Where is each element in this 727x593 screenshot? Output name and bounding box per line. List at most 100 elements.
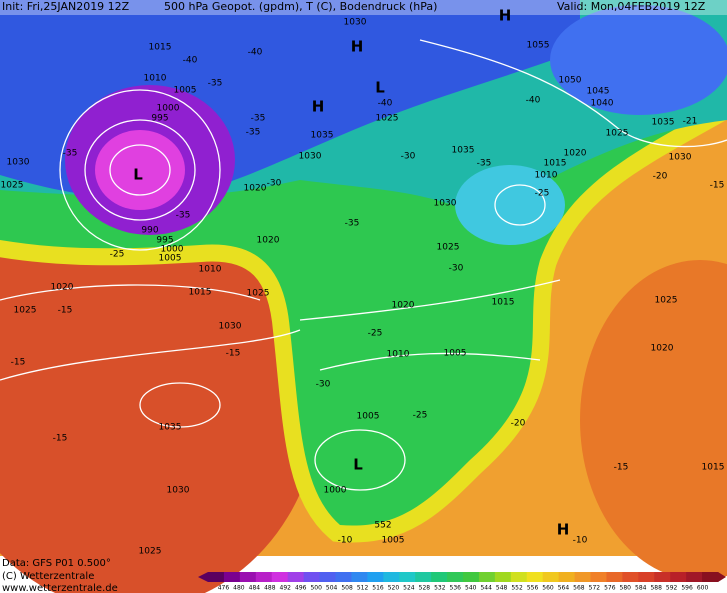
colorbar-swatch (351, 572, 368, 582)
isoline-label: 1015 (492, 298, 515, 308)
isoline-label: 1030 (7, 158, 30, 168)
isoline-label: -30 (316, 380, 331, 390)
colorbar-swatch (255, 572, 273, 582)
isoline-label: 1025 (606, 129, 629, 139)
isoline-label: -35 (208, 79, 223, 89)
isoline-label: -35 (477, 159, 492, 169)
isoline-label: 1010 (387, 350, 410, 360)
isoline-label: -40 (248, 48, 263, 58)
colorbar-swatch (319, 572, 336, 582)
pressure-center: L (375, 79, 385, 97)
colorbar-swatch (239, 572, 257, 582)
colorbar-label: 548 (496, 585, 508, 592)
isoline-label: 1055 (527, 41, 550, 51)
colorbar-label: 528 (419, 585, 431, 592)
isoline-label: 1025 (437, 243, 460, 253)
colorbar-swatch (686, 572, 703, 582)
isoline-label: -40 (378, 99, 393, 109)
colorbar-arrow-left (198, 572, 208, 582)
colorbar-swatch (431, 572, 448, 582)
isoline-label: 1010 (535, 171, 558, 181)
isoline-label: -35 (63, 149, 78, 159)
colorbar-label: 576 (604, 585, 616, 592)
colorbar-label: 536 (450, 585, 462, 592)
isoline-label: -40 (183, 56, 198, 66)
colorbar-swatch (367, 572, 384, 582)
isoline-label: 1005 (382, 536, 405, 546)
colorbar-swatch (415, 572, 432, 582)
isoline-label: 1025 (14, 306, 37, 316)
pressure-center: H (499, 7, 512, 25)
isoline-label: -40 (526, 96, 541, 106)
colorbar-label: 584 (635, 585, 647, 592)
isoline-label: 552 (374, 521, 391, 531)
isoline-label: 1000 (324, 486, 347, 496)
isoline-label: -10 (338, 536, 353, 546)
colorbar-swatch (463, 572, 480, 582)
colorbar-label: 524 (403, 585, 415, 592)
colorbar-swatch (670, 572, 687, 582)
pressure-center: L (353, 456, 363, 474)
isoline-label: -20 (511, 419, 526, 429)
isoline-label: 1005 (444, 349, 467, 359)
colorbar-label: 568 (573, 585, 585, 592)
isoline-label: 990 (141, 226, 158, 236)
colorbar-label: 532 (434, 585, 446, 592)
colorbar-label: 516 (372, 585, 384, 592)
isoline-label: 1015 (149, 43, 172, 53)
colorbar-swatch (542, 572, 560, 582)
isoline-label: 1025 (655, 296, 678, 306)
colorbar-swatch (606, 572, 623, 582)
isoline-label: 1030 (434, 199, 457, 209)
pressure-center: H (351, 38, 364, 56)
isoline-label: 995 (151, 114, 168, 124)
isoline-label: -20 (653, 172, 668, 182)
colorbar-label: 508 (341, 585, 353, 592)
colorbar-swatch (335, 572, 352, 582)
colorbar-label: 544 (480, 585, 492, 592)
colorbar-label: 488 (264, 585, 276, 592)
colorbar-swatch (654, 572, 671, 582)
colorbar-swatch (590, 572, 607, 582)
colorbar-label: 588 (650, 585, 662, 592)
isoline-label: 1020 (392, 301, 415, 311)
colorbar-label: 564 (558, 585, 570, 592)
colorbar-swatch (478, 572, 496, 582)
colorbar-label: 480 (233, 585, 245, 592)
isoline-label: 1025 (376, 114, 399, 124)
isoline-label: 1030 (344, 18, 367, 28)
colorbar-swatch (287, 572, 305, 582)
isoline-label: 1015 (702, 463, 725, 473)
isoline-label: -25 (413, 411, 428, 421)
isoline-label: 1025 (139, 547, 162, 557)
isoline-label: 1040 (591, 99, 614, 109)
colorbar-swatch (526, 572, 544, 582)
colorbar-label: 512 (357, 585, 369, 592)
colorbar-swatch (383, 572, 400, 582)
pressure-center: L (133, 166, 143, 184)
isoline-label: 1015 (189, 288, 212, 298)
colorbar-label: 500 (310, 585, 322, 592)
colorbar-label: 520 (388, 585, 400, 592)
isoline-label: -15 (614, 463, 629, 473)
isoline-label: -15 (226, 349, 241, 359)
isoline-label: -35 (345, 219, 360, 229)
colorbar-label: 504 (326, 585, 338, 592)
isoline-label: -15 (710, 181, 725, 191)
colorbar-swatch (702, 572, 719, 582)
colorbar-swatch (447, 572, 464, 582)
isoline-label: 1015 (544, 159, 567, 169)
isoline-label: -25 (110, 250, 125, 260)
colorbar-label: 580 (620, 585, 632, 592)
isoline-label: 1025 (247, 289, 270, 299)
isoline-label: -25 (535, 189, 550, 199)
isoline-label: 1020 (257, 236, 280, 246)
isoline-label: 1035 (311, 131, 334, 141)
isoline-label: 1000 (161, 245, 184, 255)
isoline-label: -35 (251, 114, 266, 124)
colorbar-label: 592 (666, 585, 678, 592)
pressure-center: H (312, 98, 325, 116)
colorbar-label: 596 (681, 585, 693, 592)
colorbar-label: 560 (542, 585, 554, 592)
